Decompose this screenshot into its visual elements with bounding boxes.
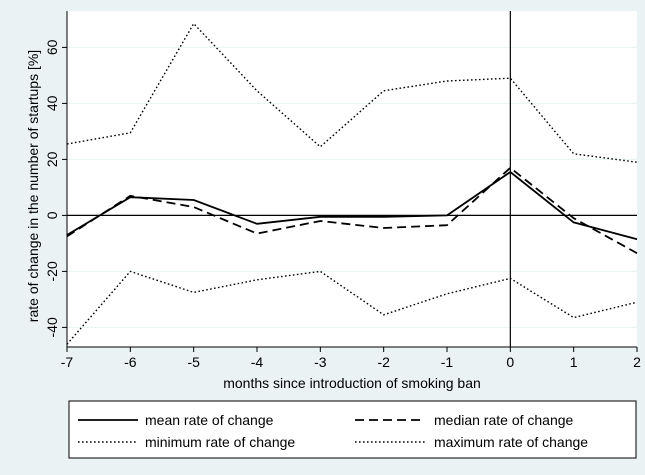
legend-label: median rate of change [434,412,574,428]
legend-label: mean rate of change [145,412,274,428]
x-tick-label: -2 [377,354,390,370]
y-axis-label: rate of change in the number of startups… [25,50,41,322]
x-tick-label: 1 [570,354,578,370]
series-line-maximum [66,22,638,163]
y-tick-label: 60 [44,39,60,55]
legend-label: maximum rate of change [434,434,588,450]
series-lines [66,22,638,345]
y-tick-label: 0 [44,211,60,219]
reference-lines [67,11,637,347]
series-line-mean [66,171,638,241]
y-tick-label: 40 [44,95,60,111]
legend: mean rate of change median rate of change… [68,400,637,459]
x-tick-label: -6 [124,354,137,370]
y-tick-label: 20 [44,151,60,167]
x-tick-label: -7 [61,354,74,370]
x-tick-label: -3 [314,354,327,370]
legend-box [68,400,637,459]
x-tick-label: 0 [506,354,514,370]
y-tick-label: -40 [44,317,60,337]
plot-area [67,11,637,347]
legend-label: minimum rate of change [145,434,295,450]
series-line-minimum [66,270,638,345]
x-tick-label: 2 [633,354,641,370]
x-tick-label: -1 [441,354,454,370]
axes: -40 -20 0 20 40 60 -7 -6 -5 -4 -3 -2 -1 0 1 2 [44,11,641,370]
x-tick-label: -5 [187,354,200,370]
x-tick-label: -4 [251,354,264,370]
series-line-median [66,166,638,254]
y-tick-label: -20 [44,261,60,281]
x-axis-label: months since introduction of smoking ban [223,375,481,391]
